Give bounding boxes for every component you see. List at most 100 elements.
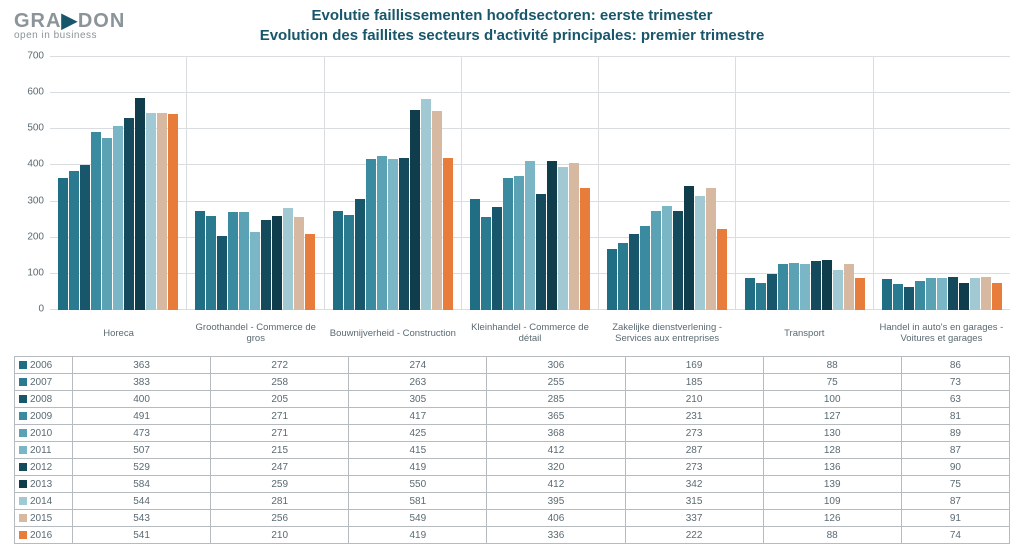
bar <box>811 261 821 310</box>
bar <box>695 196 705 310</box>
table-cell: 126 <box>763 510 901 527</box>
bar <box>377 156 387 310</box>
bar-group <box>461 56 598 310</box>
bar <box>261 220 271 310</box>
bar <box>970 278 980 310</box>
table-cell: 263 <box>349 374 487 391</box>
table-cell: 541 <box>73 527 211 544</box>
table-cell: 273 <box>625 459 763 476</box>
bar-group <box>873 56 1010 310</box>
legend-swatch-icon <box>19 531 27 539</box>
table-cell: 63 <box>901 391 1009 408</box>
y-tick-label: 0 <box>14 304 44 315</box>
legend-year-cell: 2012 <box>15 459 73 476</box>
category-axis-labels: HorecaGroothandel - Commerce de grosBouw… <box>50 314 1010 354</box>
bar-group <box>735 56 872 310</box>
bar <box>717 229 727 310</box>
bar <box>421 99 431 310</box>
bar <box>206 216 216 310</box>
bar <box>844 264 854 310</box>
table-row: 201150721541541228712887 <box>15 442 1010 459</box>
table-cell: 419 <box>349 527 487 544</box>
table-cell: 581 <box>349 493 487 510</box>
table-cell: 255 <box>487 374 625 391</box>
bar <box>580 188 590 310</box>
table-cell: 74 <box>901 527 1009 544</box>
bar-set <box>58 56 178 310</box>
table-cell: 473 <box>73 425 211 442</box>
bar <box>822 260 832 310</box>
bar <box>618 243 628 310</box>
table-cell: 273 <box>625 425 763 442</box>
bar <box>388 159 398 310</box>
bar-group <box>186 56 323 310</box>
table-cell: 272 <box>211 357 349 374</box>
bar <box>756 283 766 310</box>
bar-set <box>607 56 727 310</box>
bar <box>305 234 315 310</box>
bar <box>250 232 260 310</box>
bar-group <box>598 56 735 310</box>
bar-groups <box>50 56 1010 310</box>
legend-swatch-icon <box>19 497 27 505</box>
bar <box>640 226 650 310</box>
bar <box>355 199 365 310</box>
legend-year-cell: 2014 <box>15 493 73 510</box>
table-row: 201047327142536827313089 <box>15 425 1010 442</box>
bar-set <box>333 56 453 310</box>
table-cell: 395 <box>487 493 625 510</box>
table-cell: 109 <box>763 493 901 510</box>
table-cell: 90 <box>901 459 1009 476</box>
data-table-wrap: 2006363272274306169888620073832582632551… <box>14 356 1010 544</box>
table-cell: 73 <box>901 374 1009 391</box>
legend-year-cell: 2013 <box>15 476 73 493</box>
table-cell: 136 <box>763 459 901 476</box>
table-cell: 305 <box>349 391 487 408</box>
y-tick-label: 400 <box>14 159 44 170</box>
table-cell: 231 <box>625 408 763 425</box>
legend-swatch-icon <box>19 480 27 488</box>
table-row: 20073832582632551857573 <box>15 374 1010 391</box>
table-cell: 258 <box>211 374 349 391</box>
category-label: Transport <box>736 314 873 354</box>
legend-swatch-icon <box>19 514 27 522</box>
bar <box>547 161 557 310</box>
legend-year-cell: 2011 <box>15 442 73 459</box>
bar <box>195 211 205 310</box>
table-cell: 185 <box>625 374 763 391</box>
bar <box>58 178 68 310</box>
bar <box>294 217 304 310</box>
y-tick-label: 200 <box>14 231 44 242</box>
bar-set <box>745 56 865 310</box>
bar <box>992 283 1002 310</box>
table-row: 200949127141736523112781 <box>15 408 1010 425</box>
table-row: 201554325654940633712691 <box>15 510 1010 527</box>
bar <box>146 113 156 310</box>
table-cell: 127 <box>763 408 901 425</box>
table-cell: 100 <box>763 391 901 408</box>
table-cell: 89 <box>901 425 1009 442</box>
bar <box>800 264 810 310</box>
table-cell: 281 <box>211 493 349 510</box>
legend-swatch-icon <box>19 395 27 403</box>
table-cell: 400 <box>73 391 211 408</box>
table-cell: 365 <box>487 408 625 425</box>
bar <box>937 278 947 310</box>
bar <box>789 263 799 310</box>
bar <box>651 211 661 310</box>
table-cell: 425 <box>349 425 487 442</box>
bar-set <box>195 56 315 310</box>
legend-swatch-icon <box>19 446 27 454</box>
table-cell: 287 <box>625 442 763 459</box>
bar <box>959 283 969 310</box>
table-cell: 507 <box>73 442 211 459</box>
bar <box>833 270 843 310</box>
legend-year-cell: 2007 <box>15 374 73 391</box>
legend-swatch-icon <box>19 378 27 386</box>
bar <box>470 199 480 310</box>
bar-set <box>882 56 1002 310</box>
table-cell: 86 <box>901 357 1009 374</box>
title-nl: Evolutie faillissementen hoofdsectoren: … <box>0 6 1024 26</box>
bar <box>558 167 568 310</box>
bar <box>569 163 579 310</box>
